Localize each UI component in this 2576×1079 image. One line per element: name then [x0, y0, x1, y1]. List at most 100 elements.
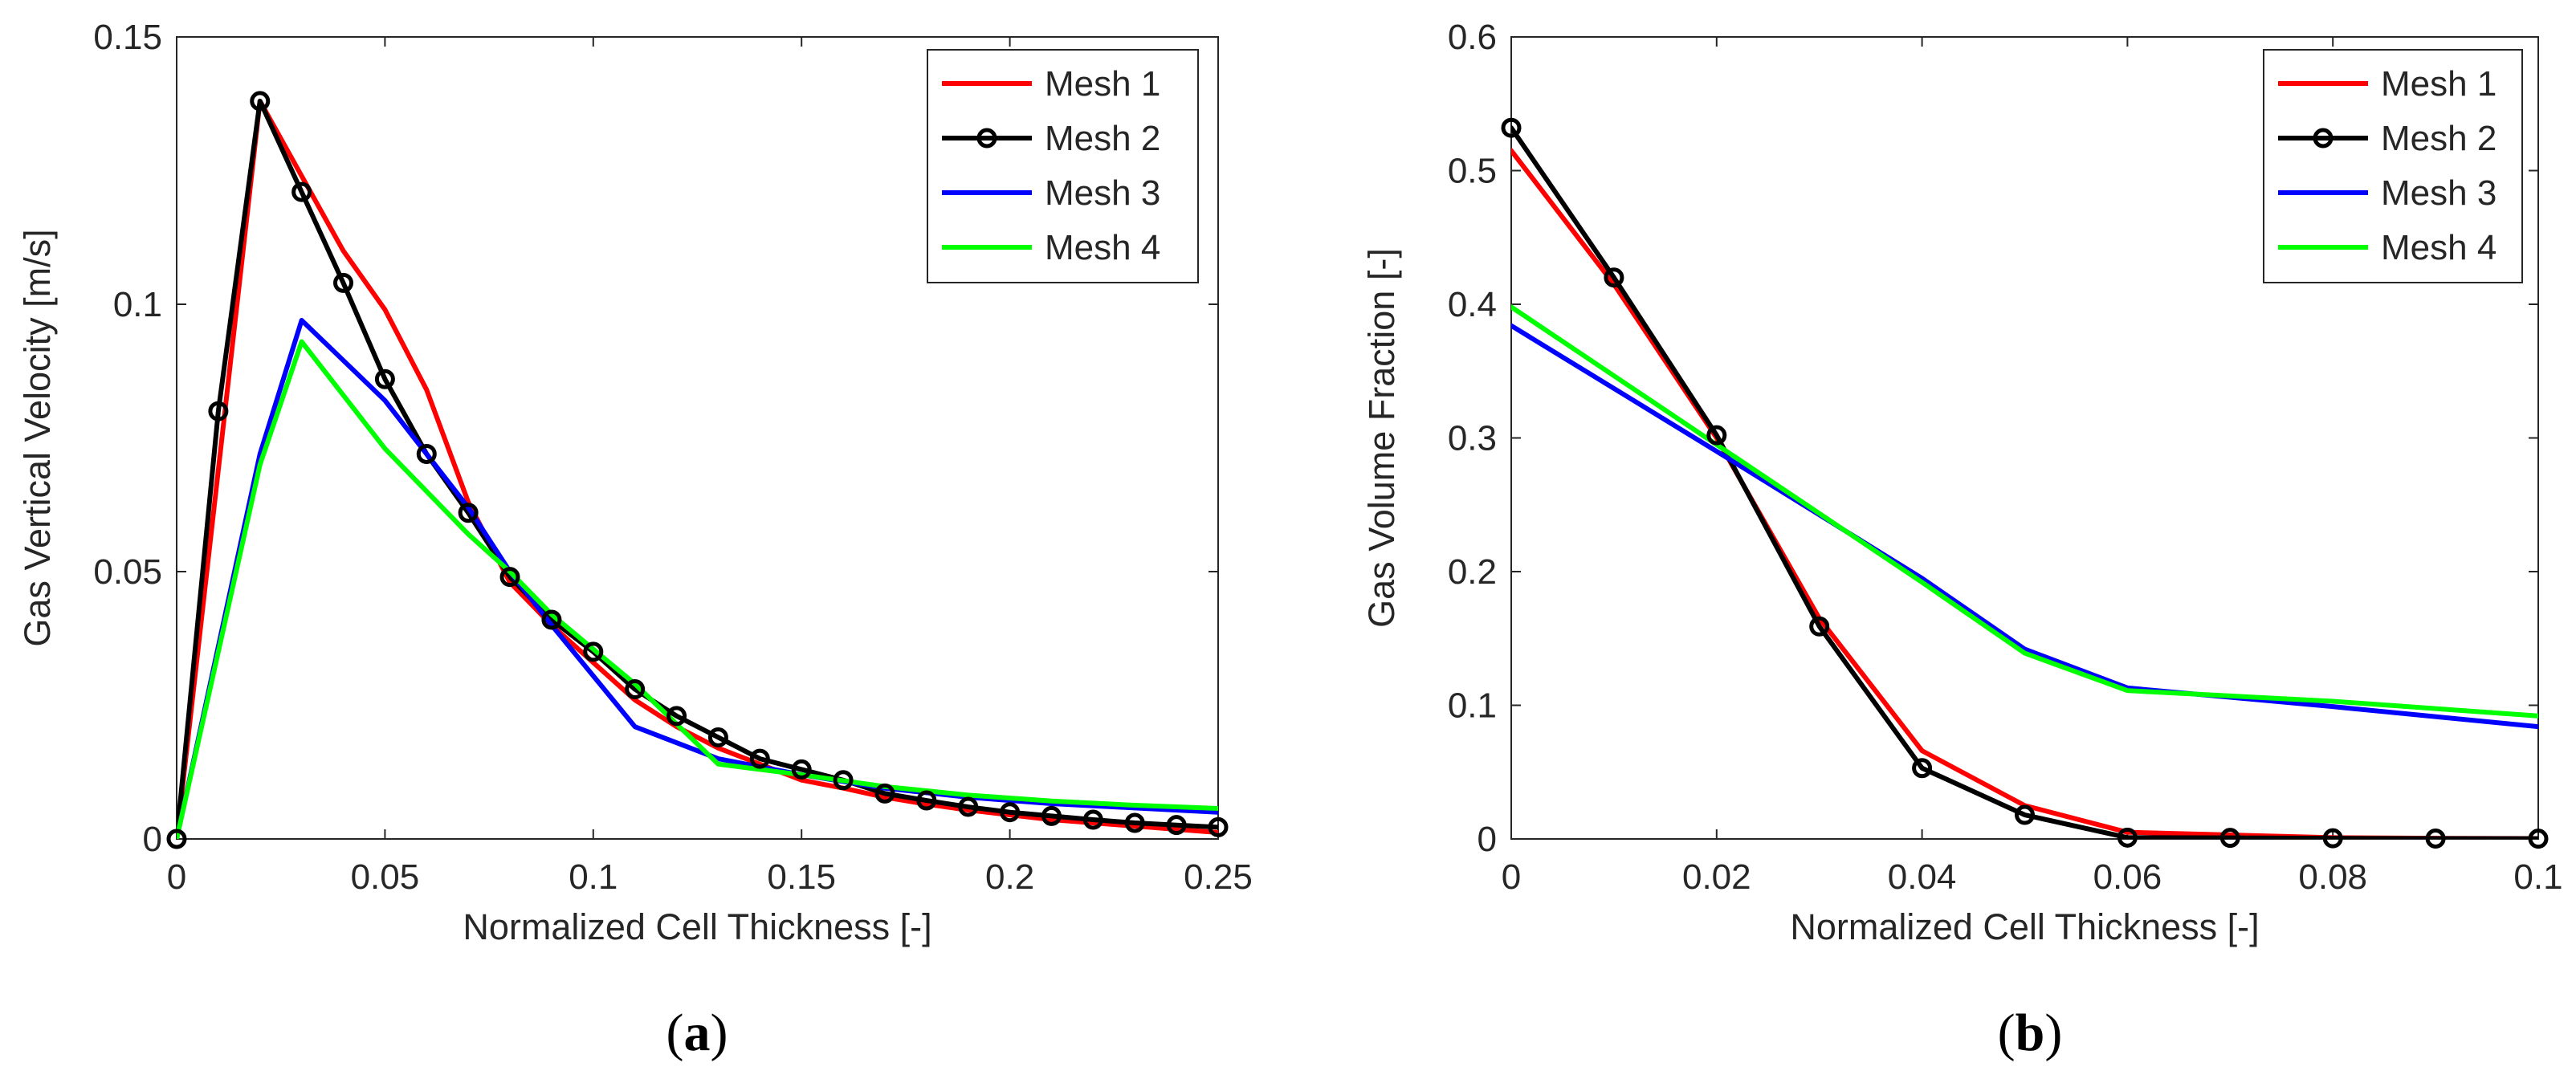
x-tick-label: 0.08 [2298, 857, 2367, 897]
x-tick-label: 0 [167, 857, 186, 897]
series-line-mesh-4 [177, 339, 1218, 839]
series-line-mesh-1 [177, 98, 1218, 839]
panel-caption: (b) [1998, 1004, 2063, 1062]
y-tick-label: 0.1 [113, 285, 162, 324]
data-point [1604, 267, 1624, 288]
y-tick-label: 0.6 [1448, 18, 1497, 57]
legend-label: Mesh 2 [2381, 119, 2497, 158]
y-tick-label: 0.3 [1448, 419, 1497, 458]
y-tick-label: 0 [143, 820, 162, 859]
legend-item: Mesh 4 [2278, 228, 2497, 267]
legend-item: Mesh 2 [2278, 119, 2497, 158]
legend-label: Mesh 4 [2381, 228, 2497, 267]
legend-item: Mesh 3 [2278, 173, 2497, 213]
data-point [791, 759, 812, 780]
x-axis-label: Normalized Cell Thickness [-] [463, 906, 931, 947]
legend-label: Mesh 4 [1045, 228, 1160, 267]
legend-item: Mesh 1 [942, 64, 1160, 104]
caption-close-paren: ) [711, 1004, 728, 1062]
series-line-mesh-3 [177, 317, 1218, 839]
data-point [1166, 815, 1187, 836]
y-axis-label: Gas Volume Fraction [-] [1361, 248, 1402, 628]
y-tick-label: 0.15 [93, 18, 162, 57]
legend-item: Mesh 2 [942, 119, 1160, 158]
data-point [499, 567, 520, 588]
y-tick-label: 0 [1478, 820, 1497, 859]
data-point [416, 443, 437, 464]
series-line-mesh-2 [1511, 125, 2538, 839]
y-tick-label: 0.1 [1448, 686, 1497, 726]
caption-open-paren: ( [666, 1004, 684, 1062]
data-point [374, 368, 395, 389]
caption-letter: b [2016, 1004, 2045, 1062]
data-point [1124, 812, 1145, 833]
legend-label: Mesh 1 [2381, 64, 2497, 104]
panel-caption: (a) [666, 1004, 728, 1062]
data-point [2425, 829, 2446, 849]
data-point [749, 748, 770, 769]
data-point [2528, 829, 2549, 849]
legend: Mesh 1 Mesh 2 Mesh 3 Mesh 4 [2263, 49, 2523, 283]
data-point [291, 181, 312, 202]
x-tick-label: 0.05 [351, 857, 420, 897]
data-point [2219, 828, 2240, 849]
data-point [958, 796, 979, 817]
data-point [1912, 758, 1933, 779]
data-point [666, 706, 687, 727]
x-tick-label: 0.02 [1682, 857, 1751, 897]
legend-marker [2313, 128, 2333, 149]
data-point [250, 91, 271, 112]
x-tick-label: 0.06 [2093, 857, 2162, 897]
legend-item: Mesh 3 [942, 173, 1160, 213]
data-point [1706, 425, 1727, 446]
x-tick-label: 0.1 [569, 857, 618, 897]
data-point [707, 727, 728, 747]
data-point [1082, 809, 1103, 830]
data-point [1809, 616, 1830, 637]
data-point [583, 641, 604, 662]
x-axis-label: Normalized Cell Thickness [-] [1790, 906, 2259, 947]
data-point [1501, 117, 1522, 138]
legend-label: Mesh 1 [1045, 64, 1160, 104]
y-tick-label: 0.4 [1448, 285, 1497, 324]
legend-box [2263, 49, 2523, 283]
y-tick-label: 0.05 [93, 552, 162, 592]
data-point [2322, 828, 2343, 849]
data-point [1000, 802, 1021, 823]
data-point [333, 272, 354, 293]
legend-item: Mesh 1 [2278, 64, 2497, 104]
data-point [458, 503, 479, 523]
legend: Mesh 1 Mesh 2 Mesh 3 Mesh 4 [927, 49, 1199, 283]
data-point [208, 401, 229, 421]
caption-close-paren: ) [2044, 1004, 2062, 1062]
legend-label: Mesh 3 [2381, 173, 2497, 213]
data-point [874, 783, 895, 804]
data-point [625, 679, 646, 700]
data-point [916, 790, 937, 811]
y-tick-label: 0.5 [1448, 152, 1497, 191]
data-point [541, 609, 562, 630]
data-point [2117, 827, 2138, 848]
series-line-mesh-3 [1511, 323, 2538, 730]
data-point [1041, 805, 1062, 826]
legend-label: Mesh 3 [1045, 173, 1160, 213]
data-point [166, 829, 187, 849]
caption-open-paren: ( [1998, 1004, 2016, 1062]
x-tick-label: 0.1 [2513, 857, 2562, 897]
x-tick-label: 0.04 [1888, 857, 1957, 897]
data-point [1208, 816, 1229, 837]
x-tick-label: 0.25 [1184, 857, 1253, 897]
chart-panel-a: 0 0.05 0.1 0.15 0.2 0.25 0 0.05 0.1 0.15 Normalize… [17, 18, 1253, 1062]
y-tick-label: 0.2 [1448, 552, 1497, 592]
chart-panel-b: 0 0.02 0.04 0.06 0.08 0.1 0 0.1 0.2 0.3 0.4 0.5 0.6 N… [1361, 18, 2563, 1062]
x-tick-label: 0.15 [767, 857, 836, 897]
legend-box [927, 49, 1199, 283]
legend-item: Mesh 4 [942, 228, 1160, 267]
data-point [2015, 804, 2035, 825]
caption-letter: a [684, 1004, 711, 1062]
x-tick-label: 0 [1502, 857, 1521, 897]
x-tick-label: 0.2 [985, 857, 1034, 897]
y-axis-label: Gas Vertical Velocity [m/s] [17, 229, 58, 646]
data-point [833, 770, 854, 791]
